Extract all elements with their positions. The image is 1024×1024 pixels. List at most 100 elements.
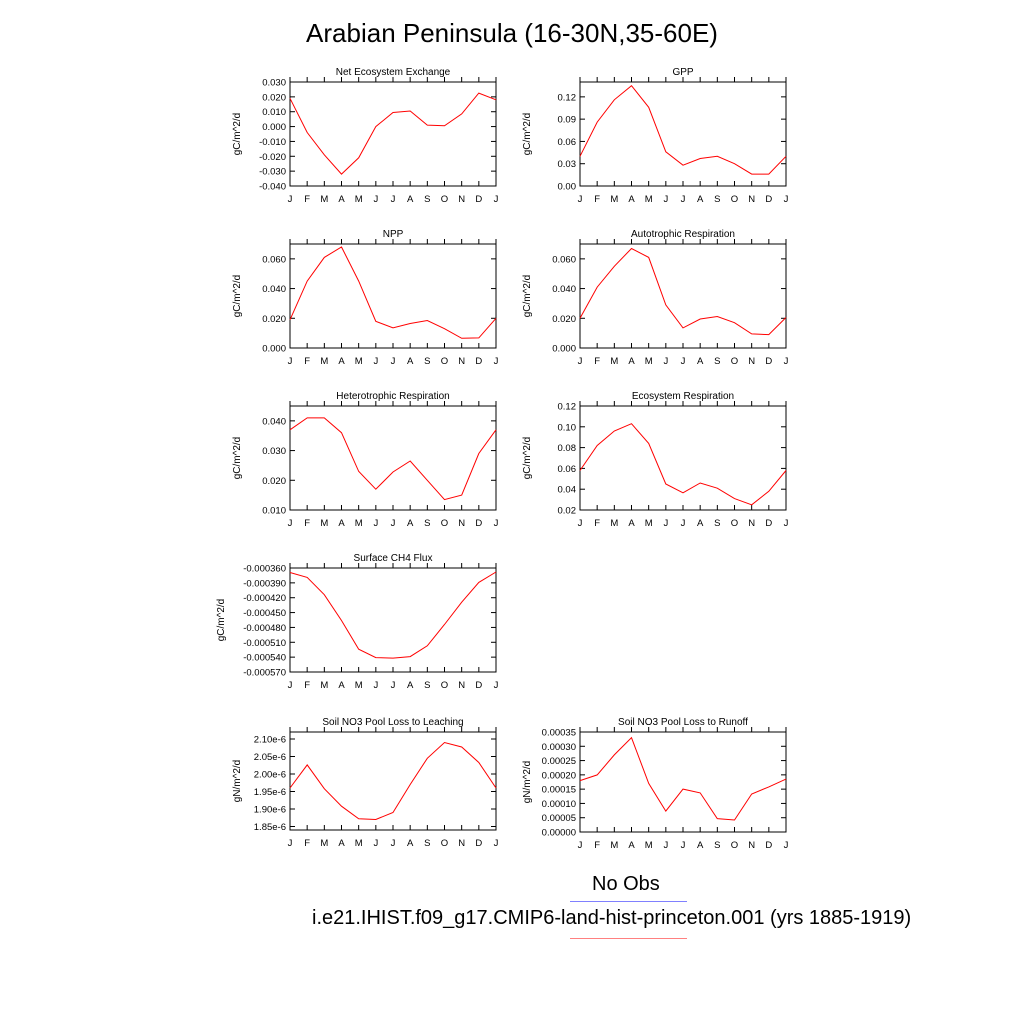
- y-tick-label: 0.00010: [542, 799, 576, 810]
- y-tick-label: 0.020: [262, 314, 286, 325]
- x-tick-label: O: [731, 356, 738, 367]
- x-tick-label: J: [288, 356, 293, 367]
- y-tick-label: 0.00000: [542, 828, 576, 839]
- y-tick-label: 0.020: [262, 92, 286, 103]
- x-tick-label: A: [628, 518, 635, 529]
- x-tick-label: J: [373, 356, 378, 367]
- series-line: [579, 247, 787, 336]
- y-tick-label: -0.000450: [243, 608, 286, 619]
- x-tick-label: A: [338, 680, 345, 691]
- y-tick-label: -0.000510: [243, 638, 286, 649]
- plot-frame: [289, 731, 497, 831]
- y-tick-label: 0.10: [558, 422, 577, 433]
- x-tick-label: A: [407, 680, 414, 691]
- x-tick-label: M: [355, 518, 363, 529]
- y-tick-label: 0.030: [262, 446, 286, 457]
- x-tick-label: F: [304, 518, 310, 529]
- y-tick-label: 0.060: [552, 254, 576, 265]
- x-tick-label: S: [424, 518, 430, 529]
- y-tick-label: 1.95e-6: [254, 787, 286, 798]
- y-axis-label: gC/m^2/d: [522, 275, 533, 318]
- chart-title: Soil NO3 Pool Loss to Runoff: [618, 717, 748, 728]
- x-tick-label: D: [765, 194, 772, 205]
- chart-title: Soil NO3 Pool Loss to Leaching: [322, 717, 463, 728]
- x-tick-label: J: [663, 840, 668, 851]
- x-tick-label: J: [288, 194, 293, 205]
- x-tick-label: A: [628, 194, 635, 205]
- chart-panel: Autotrophic Respiration gC/m^2/d 0.000 0.02…: [522, 229, 789, 367]
- x-tick-label: J: [373, 838, 378, 849]
- x-tick-label: O: [731, 518, 738, 529]
- y-tick-label: 0.02: [558, 506, 577, 517]
- x-tick-label: M: [610, 356, 618, 367]
- y-tick-label: 0.00: [558, 182, 577, 193]
- series-line: [289, 92, 497, 175]
- series-line: [289, 417, 497, 501]
- x-tick-label: J: [784, 194, 789, 205]
- series-line: [579, 423, 787, 506]
- x-tick-label: J: [391, 518, 396, 529]
- y-tick-label: -0.030: [259, 167, 286, 178]
- x-tick-label: J: [663, 518, 668, 529]
- x-tick-label: N: [748, 518, 755, 529]
- x-tick-label: M: [320, 356, 328, 367]
- y-axis-label: gN/m^2/d: [522, 761, 533, 804]
- x-tick-label: J: [494, 838, 499, 849]
- chart-panel: Soil NO3 Pool Loss to Leaching gN/m^2/d 1.…: [232, 717, 499, 849]
- x-tick-label: J: [784, 840, 789, 851]
- chart-title: Autotrophic Respiration: [631, 229, 735, 240]
- series-line: [289, 741, 497, 821]
- y-tick-label: 0.06: [558, 464, 577, 475]
- x-tick-label: J: [494, 356, 499, 367]
- x-tick-label: O: [441, 838, 448, 849]
- x-tick-label: J: [373, 518, 378, 529]
- x-tick-label: M: [610, 518, 618, 529]
- y-tick-label: 0.09: [558, 115, 577, 126]
- chart-panel: Soil NO3 Pool Loss to Runoff gN/m^2/d 0.00…: [522, 717, 789, 851]
- series-line: [579, 84, 787, 175]
- x-tick-label: A: [407, 518, 414, 529]
- x-tick-label: M: [355, 838, 363, 849]
- y-axis-label: gC/m^2/d: [232, 113, 243, 156]
- x-tick-label: A: [628, 840, 635, 851]
- x-tick-label: N: [458, 518, 465, 529]
- x-tick-label: M: [355, 194, 363, 205]
- x-tick-label: S: [714, 840, 720, 851]
- x-tick-label: M: [320, 518, 328, 529]
- x-tick-label: N: [748, 840, 755, 851]
- y-tick-label: 2.10e-6: [254, 735, 286, 746]
- x-tick-label: A: [628, 356, 635, 367]
- y-tick-label: 0.000: [552, 344, 576, 355]
- x-tick-label: N: [748, 194, 755, 205]
- x-tick-label: J: [681, 518, 686, 529]
- y-tick-label: 0.00015: [542, 785, 576, 796]
- x-tick-label: F: [304, 680, 310, 691]
- chart-panel: Net Ecosystem Exchange gC/m^2/d -0.040 -0.0…: [232, 67, 499, 205]
- x-tick-label: S: [424, 356, 430, 367]
- legend-model-label: i.e21.IHIST.f09_g17.CMIP6-land-hist-prin…: [312, 907, 912, 929]
- y-tick-label: 1.85e-6: [254, 822, 286, 833]
- x-tick-label: O: [441, 518, 448, 529]
- y-tick-label: 0.00025: [542, 756, 576, 767]
- y-tick-label: 0.060: [262, 254, 286, 265]
- y-tick-label: 0.000: [262, 122, 286, 133]
- x-tick-label: J: [494, 518, 499, 529]
- x-tick-label: J: [494, 680, 499, 691]
- y-tick-label: -0.000360: [243, 564, 286, 575]
- x-tick-label: M: [320, 838, 328, 849]
- x-tick-label: D: [765, 840, 772, 851]
- x-tick-label: D: [475, 356, 482, 367]
- x-tick-label: M: [610, 840, 618, 851]
- x-tick-label: J: [391, 680, 396, 691]
- y-tick-label: 2.05e-6: [254, 752, 286, 763]
- y-tick-label: 0.12: [558, 402, 577, 413]
- x-tick-label: D: [475, 680, 482, 691]
- x-tick-label: N: [748, 356, 755, 367]
- y-tick-label: -0.000480: [243, 623, 286, 634]
- y-tick-label: 0.040: [262, 284, 286, 295]
- x-tick-label: A: [407, 356, 414, 367]
- x-tick-label: F: [594, 194, 600, 205]
- x-tick-label: J: [391, 194, 396, 205]
- x-tick-label: J: [578, 356, 583, 367]
